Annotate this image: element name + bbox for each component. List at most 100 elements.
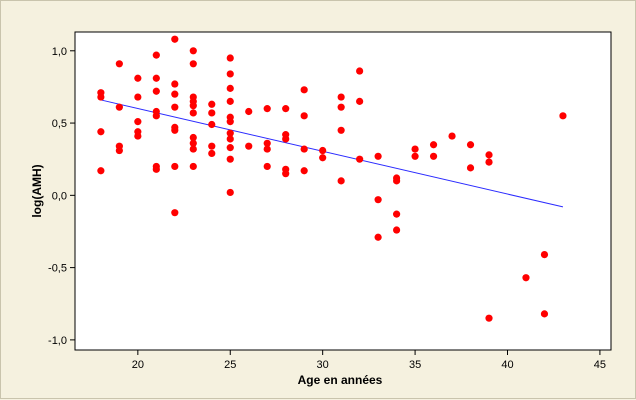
data-point (282, 105, 290, 113)
data-point (226, 70, 234, 78)
data-point (337, 93, 345, 101)
data-point (429, 141, 438, 149)
data-point (226, 144, 234, 152)
data-point (393, 226, 401, 234)
data-point (115, 146, 123, 155)
data-point (522, 274, 530, 282)
data-point (540, 251, 549, 259)
data-point (134, 74, 142, 82)
data-point (374, 196, 382, 204)
data-point (97, 93, 105, 101)
data-point (374, 233, 382, 241)
data-point (411, 145, 419, 153)
data-point (319, 154, 327, 162)
x-tick-label: 25 (224, 359, 236, 371)
data-point (485, 158, 493, 166)
data-point (226, 97, 234, 105)
data-point (448, 132, 456, 140)
x-tick-label: 40 (501, 359, 513, 371)
data-point (300, 167, 308, 175)
data-point (152, 87, 160, 95)
data-point (208, 120, 216, 129)
data-point (152, 112, 160, 120)
data-point (208, 100, 216, 108)
data-point (134, 93, 142, 101)
data-point (189, 102, 197, 110)
data-point (374, 152, 382, 160)
x-tick-label: 45 (594, 359, 606, 371)
data-point (189, 162, 197, 171)
data-point (300, 86, 308, 94)
y-tick-label: 0,5 (52, 118, 67, 130)
data-point (337, 177, 345, 185)
data-point (171, 80, 179, 88)
data-point (356, 67, 364, 75)
data-point (97, 167, 105, 175)
data-point (226, 84, 234, 92)
data-point (97, 128, 105, 136)
data-point (208, 149, 216, 158)
data-point (485, 151, 493, 159)
data-point (282, 135, 290, 143)
data-point (189, 139, 197, 147)
data-point (282, 170, 290, 178)
data-point (134, 118, 142, 126)
data-point (189, 133, 197, 142)
data-point (115, 103, 123, 111)
data-point (226, 54, 234, 62)
data-point (263, 139, 271, 147)
data-point (245, 142, 253, 150)
data-point (189, 145, 197, 153)
data-point (466, 141, 475, 149)
y-axis: -1,0 -0,5 0,0 0,5 1,0 (48, 46, 75, 347)
data-point (337, 103, 345, 111)
data-point (208, 109, 216, 117)
data-point (226, 129, 234, 137)
data-point (171, 126, 179, 134)
data-point (226, 188, 234, 197)
data-point (393, 177, 401, 185)
data-point (356, 97, 364, 105)
data-point (189, 47, 197, 55)
data-point (226, 155, 234, 163)
x-axis: 20 25 30 35 40 45 (132, 350, 606, 371)
y-axis-title: log(AMH) (30, 164, 44, 217)
regression-line (100, 99, 564, 208)
data-point (263, 145, 271, 153)
data-point (171, 162, 179, 171)
data-point (429, 152, 438, 160)
data-point (300, 112, 308, 120)
x-axis-title: Age en années (298, 373, 383, 387)
data-point (319, 146, 327, 155)
data-point (300, 145, 308, 153)
x-tick-label: 35 (409, 359, 421, 371)
data-point (263, 162, 271, 171)
data-point (540, 310, 549, 318)
data-point (393, 210, 401, 218)
data-point (152, 74, 160, 82)
data-point (337, 126, 345, 134)
data-point (152, 165, 160, 173)
data-point (115, 60, 123, 68)
plot-area (74, 31, 612, 351)
data-point (171, 103, 179, 111)
data-point (411, 152, 419, 160)
y-tick-label: -0,5 (48, 263, 67, 275)
data-points (97, 35, 567, 322)
data-point (171, 35, 179, 43)
data-point (226, 135, 234, 143)
data-point (356, 155, 364, 163)
data-point (189, 60, 197, 68)
data-point (245, 107, 253, 116)
data-point (152, 51, 160, 59)
x-tick-label: 20 (132, 359, 144, 371)
y-tick-label: 0,0 (52, 190, 67, 202)
data-point (189, 109, 197, 117)
data-point (208, 142, 216, 150)
x-tick-label: 30 (317, 359, 329, 371)
data-point (171, 90, 179, 98)
data-point (134, 132, 142, 140)
data-point (466, 164, 475, 172)
